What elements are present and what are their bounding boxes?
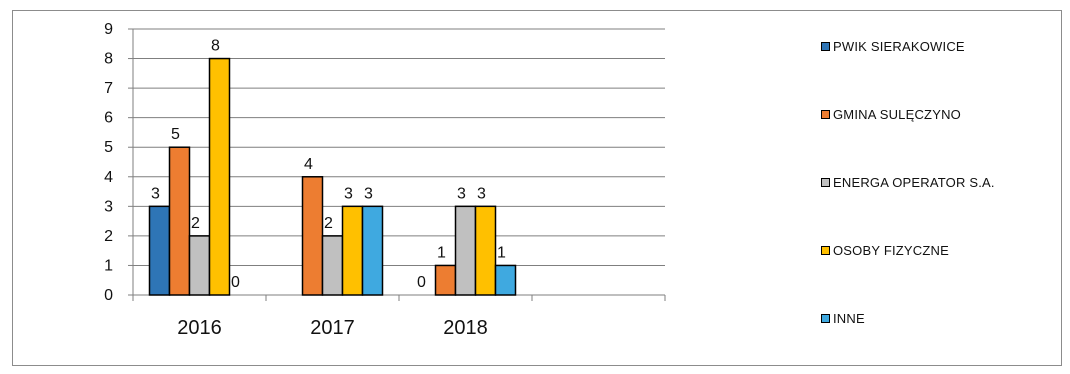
- y-tick-label: 7: [104, 80, 113, 97]
- bar: [361, 205, 384, 296]
- data-label: 3: [477, 185, 486, 202]
- chart-frame: 0 1 2 3 4 5 6 7 8 9 2016 3 5 2 8 0 2017 4 2 3 3 2018 0 1 3 3 1 PWI…: [12, 10, 1062, 366]
- data-label: 1: [437, 244, 446, 261]
- bar: [208, 57, 231, 296]
- legend-label: ENERGA OPERATOR S.A.: [833, 175, 995, 190]
- legend-swatch: [821, 314, 830, 323]
- legend-item: GMINA SULĘCZYNO: [821, 107, 961, 122]
- bar: [454, 205, 477, 296]
- legend-item: PWIK SIERAKOWICE: [821, 39, 965, 54]
- y-tick-label: 2: [104, 228, 113, 245]
- legend-item: INNE: [821, 311, 865, 326]
- bar: [494, 264, 517, 296]
- data-label: 3: [344, 185, 353, 202]
- y-tick-label: 0: [104, 287, 113, 304]
- y-tick-label: 9: [104, 21, 113, 38]
- legend-item: OSOBY FIZYCZNE: [821, 243, 949, 258]
- data-label: 2: [324, 215, 333, 232]
- bar: [148, 205, 171, 296]
- bar: [341, 205, 364, 296]
- bar: [301, 176, 324, 296]
- data-label: 3: [151, 185, 160, 202]
- legend-swatch: [821, 246, 830, 255]
- legend-label: INNE: [833, 311, 865, 326]
- x-category-label: 2017: [310, 317, 355, 339]
- bar: [321, 235, 344, 296]
- data-label: 0: [231, 274, 240, 291]
- bar: [474, 205, 497, 296]
- legend-swatch: [821, 110, 830, 119]
- data-label: 1: [497, 244, 506, 261]
- bar: [188, 235, 211, 296]
- data-label: 2: [191, 215, 200, 232]
- y-tick-label: 5: [104, 139, 113, 156]
- data-label: 3: [364, 185, 373, 202]
- legend-label: PWIK SIERAKOWICE: [833, 39, 965, 54]
- data-label: 0: [417, 274, 426, 291]
- y-tick-label: 4: [104, 169, 113, 186]
- x-category-label: 2016: [177, 317, 222, 339]
- legend-label: OSOBY FIZYCZNE: [833, 243, 949, 258]
- y-tick-label: 1: [104, 257, 113, 274]
- bar: [434, 264, 457, 296]
- y-tick-label: 8: [104, 51, 113, 68]
- y-tick-label: 6: [104, 110, 113, 127]
- data-label: 3: [457, 185, 466, 202]
- data-label: 8: [211, 38, 220, 55]
- legend-swatch: [821, 42, 830, 51]
- legend-item: ENERGA OPERATOR S.A.: [821, 175, 995, 190]
- x-category-label: 2018: [443, 317, 488, 339]
- data-label: 4: [304, 156, 313, 173]
- legend-label: GMINA SULĘCZYNO: [833, 107, 961, 122]
- data-label: 5: [171, 126, 180, 143]
- bar: [168, 146, 191, 296]
- legend-swatch: [821, 178, 830, 187]
- y-tick-label: 3: [104, 198, 113, 215]
